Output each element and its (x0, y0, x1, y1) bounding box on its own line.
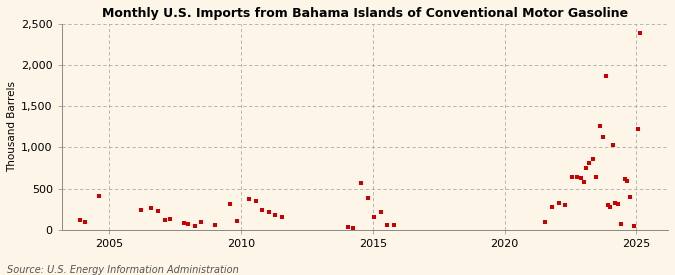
Point (628, 224, 639, 228)
Point (136, 207, 146, 212)
Point (615, 222, 626, 226)
Point (244, 197, 254, 202)
Point (183, 222, 194, 226)
Point (153, 209, 163, 213)
Point (594, 124, 605, 129)
Point (196, 220, 207, 224)
Point (624, 194, 635, 199)
Point (547, 205, 558, 209)
Point (610, 201, 621, 205)
Point (566, 174, 577, 179)
Point (369, 215, 379, 220)
Point (540, 219, 551, 224)
Point (225, 202, 236, 206)
Point (179, 221, 190, 226)
Point (635, 30, 646, 35)
Point (603, 202, 614, 207)
Text: Source: U.S. Energy Information Administration: Source: U.S. Energy Information Administ… (7, 265, 238, 275)
Point (590, 175, 601, 180)
Point (250, 198, 261, 203)
Point (190, 224, 200, 228)
Point (622, 178, 632, 183)
Point (342, 225, 353, 230)
Point (209, 223, 220, 227)
Point (572, 175, 583, 180)
Point (375, 210, 386, 215)
Point (256, 208, 267, 213)
Point (159, 218, 170, 222)
Point (632, 127, 643, 132)
Point (263, 210, 274, 215)
Point (165, 217, 176, 222)
Point (389, 223, 400, 228)
Point (75, 218, 86, 222)
Point (608, 143, 618, 147)
Point (382, 223, 393, 227)
Point (356, 181, 367, 185)
Point (277, 215, 288, 219)
Point (93, 194, 104, 198)
Point (578, 179, 589, 184)
Point (362, 196, 373, 200)
Point (613, 202, 624, 207)
Point (619, 177, 630, 181)
Point (584, 161, 595, 165)
Point (605, 205, 616, 209)
Point (348, 226, 358, 230)
Point (554, 201, 564, 205)
Point (80, 220, 91, 224)
Point (270, 213, 281, 217)
Title: Monthly U.S. Imports from Bahama Islands of Conventional Motor Gasoline: Monthly U.S. Imports from Bahama Islands… (102, 7, 628, 20)
Y-axis label: Thousand Barrels: Thousand Barrels (7, 81, 17, 172)
Point (581, 165, 592, 170)
Point (146, 206, 157, 210)
Point (576, 176, 587, 180)
Point (600, 74, 611, 78)
Point (232, 219, 242, 223)
Point (587, 156, 598, 161)
Point (597, 135, 608, 139)
Point (560, 202, 570, 207)
